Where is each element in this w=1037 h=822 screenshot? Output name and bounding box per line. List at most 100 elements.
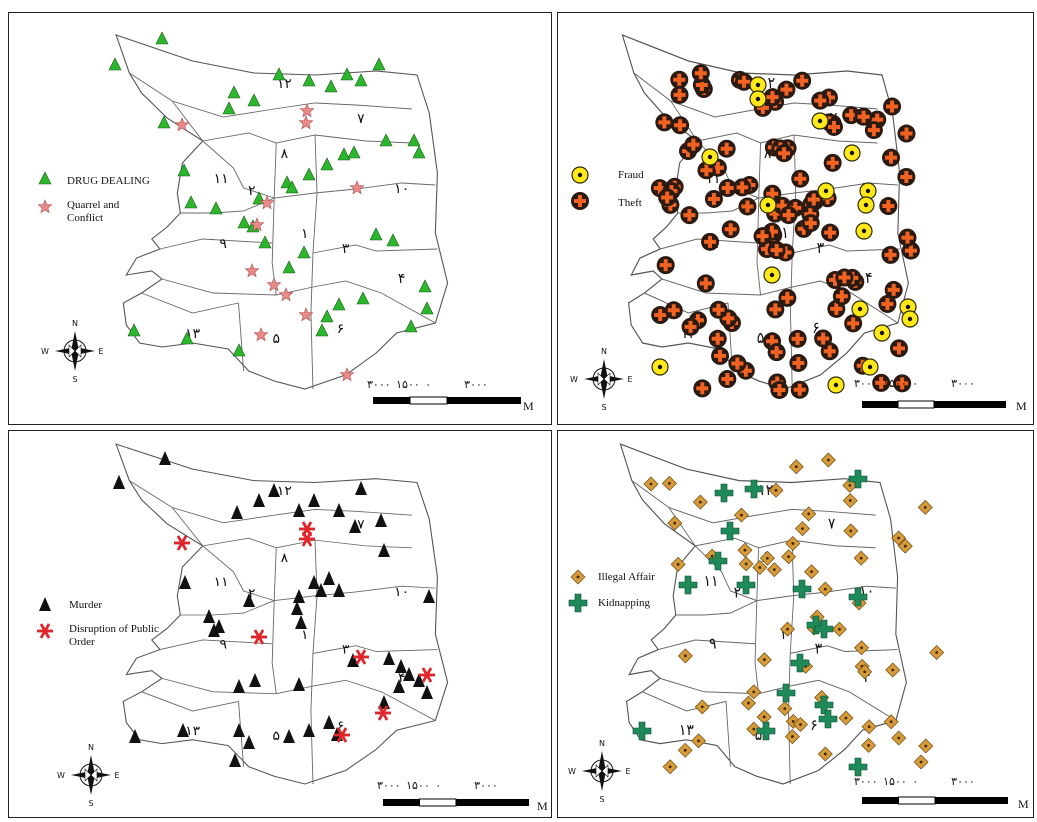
fraud-marker xyxy=(901,310,919,328)
compass-n-label: N xyxy=(599,739,605,748)
legend-symbol-kidnapping xyxy=(568,593,588,613)
district-number: ۱۱ xyxy=(214,575,229,591)
compass-n-label: N xyxy=(601,347,607,356)
fraud-marker xyxy=(763,266,781,284)
theft-marker xyxy=(814,329,833,348)
legend-label-illegal-affair: Illegal Affair xyxy=(598,571,655,583)
district-number: ۱۱ xyxy=(214,171,229,187)
murder-marker xyxy=(413,673,425,687)
fraud-marker xyxy=(701,148,719,166)
district-border xyxy=(202,132,412,144)
theft-marker xyxy=(655,113,674,132)
quarrel-marker xyxy=(249,217,265,232)
fraud-marker xyxy=(827,376,845,394)
theft-marker xyxy=(893,374,912,393)
theft-marker xyxy=(775,144,794,163)
theft-marker xyxy=(832,287,851,306)
theft-marker xyxy=(889,339,908,358)
drug-dealing-marker xyxy=(324,79,338,93)
district-number: ۱۳ xyxy=(185,723,200,739)
district-number: ۶ xyxy=(337,719,345,735)
scale-bar-numbers: ۳۰۰۰ ۱۵۰۰ ۰ ۳۰۰۰ xyxy=(377,780,498,792)
quarrel-marker xyxy=(266,277,282,292)
murder-disruption-map-panel: ۱۲ ۸ ۱۱ ۱۰ ۲ ۷ ۹ ۱ ۳ ۴ ۱۳ ۵ ۶ N S E W Murder Disruption … xyxy=(8,430,552,818)
compass-w-label: W xyxy=(41,347,49,356)
district-border xyxy=(725,701,731,767)
murder-marker xyxy=(249,673,261,687)
incident-markers xyxy=(37,451,435,767)
fraud-marker xyxy=(759,196,777,214)
district-border xyxy=(661,278,899,324)
theft-marker xyxy=(898,228,917,247)
scale-segment xyxy=(897,400,935,409)
district-border xyxy=(238,302,245,372)
murder-marker xyxy=(233,679,245,693)
quarrel-marker xyxy=(349,180,365,195)
compass-s-label: S xyxy=(88,799,93,808)
district-number: ۱ xyxy=(779,625,787,643)
murder-marker xyxy=(403,667,415,681)
drug-dealing-marker xyxy=(320,157,334,171)
murder-marker xyxy=(231,505,243,519)
compass-n-label: N xyxy=(72,319,78,328)
theft-marker xyxy=(777,80,796,99)
murder-marker xyxy=(229,753,241,767)
quarrel-marker xyxy=(298,115,314,130)
fraud-marker xyxy=(851,300,869,318)
theft-marker xyxy=(770,380,789,399)
quarrel-marker xyxy=(253,327,269,342)
murder-marker xyxy=(291,601,303,615)
district-number: ۹ xyxy=(219,236,227,252)
scale-bar xyxy=(862,400,1006,409)
district-number: ۵ xyxy=(755,726,763,744)
murder-marker xyxy=(243,593,255,607)
drug-dealing-marker xyxy=(340,67,354,81)
north-arrow-icon: N S E W xyxy=(570,347,632,412)
theft-marker xyxy=(801,214,820,233)
compass-quadrant xyxy=(68,344,76,358)
theft-marker xyxy=(789,353,808,372)
scale-segment xyxy=(935,797,1008,804)
scale-segment xyxy=(373,397,410,404)
theft-marker xyxy=(844,314,863,333)
quarrel-marker xyxy=(339,367,355,382)
drug-dealing-marker xyxy=(272,67,286,81)
district-number: ۳ xyxy=(342,241,350,257)
fraud-marker xyxy=(843,144,861,162)
district-number: ۱ xyxy=(301,627,309,643)
district-number: ۲ xyxy=(734,584,742,602)
drug-dealing-marker xyxy=(386,233,400,247)
drug-dealing-marker xyxy=(155,31,169,45)
district-number: ۴ xyxy=(398,671,406,687)
theft-marker xyxy=(728,354,747,373)
theft-marker xyxy=(738,197,757,216)
district-border xyxy=(697,132,878,144)
incident-markers xyxy=(568,452,945,777)
compass-quadrant xyxy=(603,372,611,386)
district-number: ۱۱ xyxy=(704,573,719,591)
drug-dealing-marker xyxy=(227,85,241,99)
district-border xyxy=(675,585,896,616)
district-number: ۳ xyxy=(817,238,825,257)
kidnapping-marker xyxy=(744,479,764,499)
drug-dealing-marker xyxy=(369,227,383,241)
district-border xyxy=(312,244,438,254)
district-number: ۸ xyxy=(281,146,289,162)
scale-bar xyxy=(373,396,521,405)
drug-dealing-marker xyxy=(379,133,393,147)
theft-marker xyxy=(670,70,689,89)
scale-bar-numbers: ۳۰۰۰ ۱۵۰۰ ۰ ۳۰۰۰ xyxy=(854,378,975,390)
kidnapping-marker xyxy=(818,709,838,729)
fraud-marker xyxy=(749,90,767,108)
disruption-marker xyxy=(174,535,190,551)
compass-e-label: E xyxy=(625,767,630,776)
district-number: ۱۰ xyxy=(394,584,409,600)
scale-segment xyxy=(862,797,899,804)
drug-dealing-marker xyxy=(347,145,361,159)
quarrel-marker xyxy=(298,307,314,322)
theft-marker xyxy=(882,148,901,167)
fraud-marker xyxy=(861,358,879,376)
murder-marker xyxy=(308,493,320,507)
north-arrow-icon: N S E W xyxy=(568,739,630,804)
